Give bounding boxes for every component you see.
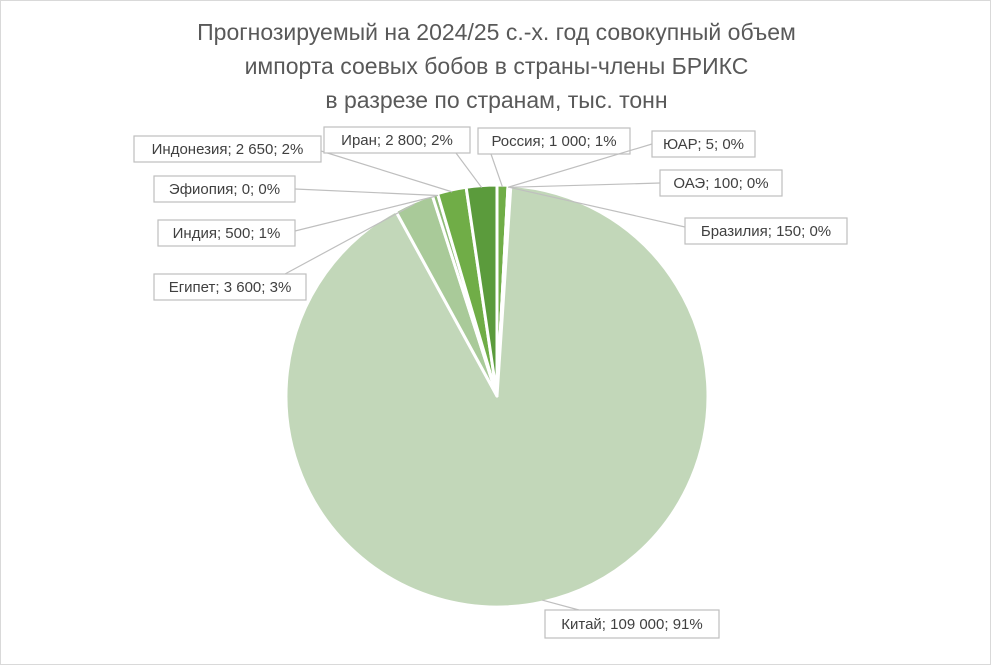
leader-line-slice-4 — [509, 186, 686, 228]
chart-title-line-1: Прогнозируемый на 2024/25 с.-х. год сово… — [197, 19, 796, 45]
data-label-slice-3: ОАЭ; 100; 0% — [673, 175, 768, 192]
data-label-slice-6: Египет; 3 600; 3% — [169, 279, 292, 296]
data-label-slice-7: Индия; 500; 1% — [173, 225, 281, 242]
data-label-box-slice-9 — [133, 135, 322, 163]
leader-line-slice-8 — [294, 188, 439, 197]
data-label-box-slice-1 — [477, 127, 631, 155]
data-label-slice-10: Иран; 2 800; 2% — [341, 132, 453, 149]
data-label-box-slice-10 — [323, 126, 471, 154]
leader-line-slice-5 — [541, 599, 580, 611]
chart-title-line-3: в разрезе по странам, тыс. тонн — [325, 87, 668, 113]
leader-line-slice-2 — [507, 143, 653, 188]
data-label-box-slice-4 — [684, 217, 848, 245]
leader-line-slice-3 — [508, 182, 661, 188]
leader-line-slice-9 — [320, 150, 453, 193]
data-label-slice-9: Индонезия; 2 650; 2% — [152, 141, 304, 158]
data-label-box-slice-2 — [651, 130, 756, 158]
leader-line-slice-7 — [294, 195, 436, 232]
leader-line-slice-10 — [455, 152, 483, 188]
leader-line-slice-6 — [284, 203, 415, 275]
data-label-box-slice-5 — [544, 609, 720, 639]
data-label-box-slice-8 — [153, 175, 296, 203]
data-label-box-slice-6 — [153, 273, 307, 301]
pie-slice-10 — [464, 183, 499, 398]
data-label-slice-8: Эфиопия; 0; 0% — [169, 181, 280, 198]
chart-title-line-2: импорта соевых бобов в страны-члены БРИК… — [244, 53, 749, 79]
data-label-slice-5: Китай; 109 000; 91% — [561, 616, 702, 633]
data-label-slice-2: ЮАР; 5; 0% — [663, 136, 744, 153]
data-label-slice-1: Россия; 1 000; 1% — [491, 133, 616, 150]
data-label-box-slice-3 — [659, 169, 783, 197]
data-label-slice-4: Бразилия; 150; 0% — [701, 223, 831, 240]
leader-line-slice-1 — [490, 153, 504, 188]
data-label-box-slice-7 — [157, 219, 296, 247]
chart-title: Прогнозируемый на 2024/25 с.-х. год сово… — [1, 15, 990, 117]
